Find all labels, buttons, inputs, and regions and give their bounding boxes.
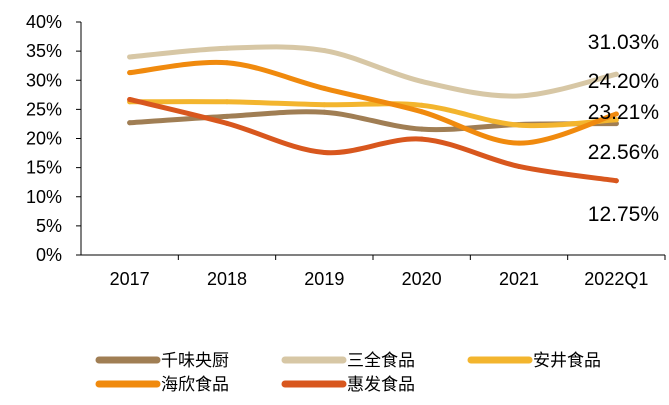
y-axis-ticks: 0% 5% 10% 15% 20% 25% 30% 35% 40% [26, 12, 81, 265]
data-point [224, 99, 230, 105]
y-tick-label: 40% [26, 12, 62, 32]
data-point [419, 102, 425, 108]
y-tick-label: 10% [26, 187, 62, 207]
data-point [613, 117, 619, 123]
legend-label: 千味央厨 [161, 351, 229, 371]
x-axis-ticks: 2017 2018 2019 2020 2021 2022Q1 [110, 255, 666, 289]
data-point [613, 71, 619, 77]
y-tick-label: 30% [26, 70, 62, 90]
end-value-label: 23.21% [588, 101, 659, 124]
data-point [127, 70, 133, 76]
x-tick-label: 2021 [499, 269, 539, 289]
x-tick-label: 2020 [402, 269, 442, 289]
data-point [224, 60, 230, 66]
legend-label: 安井食品 [533, 351, 601, 371]
data-point [321, 102, 327, 108]
series-line-3 [127, 99, 619, 129]
data-point [613, 178, 619, 184]
legend-label: 惠发食品 [347, 375, 415, 395]
data-point [127, 54, 133, 60]
y-tick-label: 15% [26, 158, 62, 178]
data-point [419, 126, 425, 132]
data-point [321, 109, 327, 115]
data-point [516, 163, 522, 169]
y-tick-label: 20% [26, 129, 62, 149]
end-value-label: 24.20% [588, 70, 659, 93]
y-tick-label: 0% [36, 245, 62, 265]
end-value-label: 31.03% [588, 31, 659, 54]
data-point [516, 93, 522, 99]
x-tick-label: 2017 [110, 269, 150, 289]
series-lines [127, 44, 619, 184]
legend-label: 三全食品 [347, 351, 415, 371]
x-tick-label: 2019 [304, 269, 344, 289]
data-point [321, 48, 327, 54]
data-point [419, 136, 425, 142]
end-value-label: 12.75% [588, 203, 659, 226]
chart-axes [80, 22, 665, 256]
legend-label: 海欣食品 [161, 375, 229, 395]
data-point [127, 120, 133, 126]
y-tick-label: 25% [26, 99, 62, 119]
x-tick-label: 2018 [207, 269, 247, 289]
x-tick-label: 2022Q1 [584, 269, 648, 289]
data-point [224, 113, 230, 119]
y-tick-label: 35% [26, 41, 62, 61]
series-line-2 [127, 44, 619, 99]
data-point [321, 149, 327, 155]
end-value-label: 22.56% [588, 141, 659, 164]
y-tick-label: 5% [36, 216, 62, 236]
data-point [516, 140, 522, 146]
data-point [127, 96, 133, 102]
series-line-5 [127, 96, 619, 184]
data-point [516, 122, 522, 128]
data-point [419, 78, 425, 84]
data-point [224, 120, 230, 126]
data-point [224, 45, 230, 51]
series-line-4 [127, 59, 619, 146]
data-point [613, 111, 619, 117]
data-point [321, 85, 327, 91]
end-value-labels: 31.03% 24.20% 23.21% 22.56% 12.75% [588, 31, 659, 226]
data-point [419, 109, 425, 115]
